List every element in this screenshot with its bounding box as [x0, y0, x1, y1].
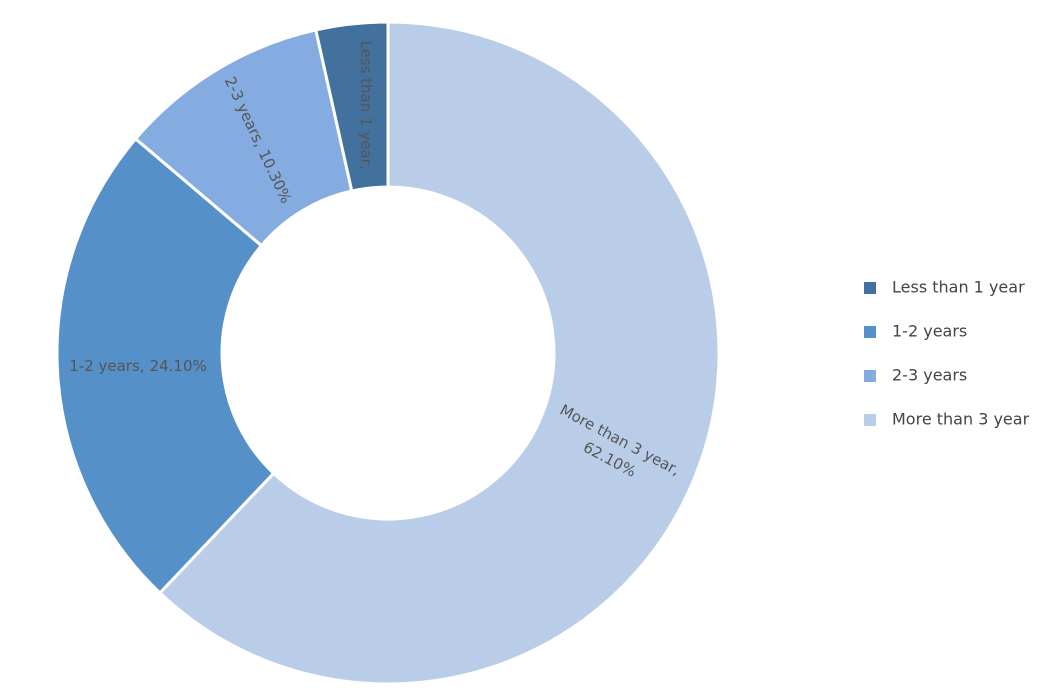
- legend-label: 1-2 years: [892, 322, 967, 341]
- data-label-category: 1-2 years,: [69, 357, 144, 375]
- donut-segment: [157, 20, 721, 686]
- donut-segment: [314, 20, 390, 193]
- data-label-value: 24.10%: [150, 357, 207, 375]
- data-label-category: Less than 1 year,: [358, 40, 376, 169]
- legend-swatch: [864, 414, 876, 426]
- legend-label: 2-3 years: [892, 366, 967, 385]
- data-label: Less than 1 year,: [358, 40, 376, 169]
- legend-swatch: [864, 370, 876, 382]
- donut-segment: [55, 136, 276, 595]
- legend-label: More than 3 year: [892, 410, 1030, 429]
- data-label: 1-2 years, 24.10%: [69, 357, 207, 375]
- legend-label: Less than 1 year: [892, 278, 1025, 297]
- legend-swatch: [864, 282, 876, 294]
- legend-swatch: [864, 326, 876, 338]
